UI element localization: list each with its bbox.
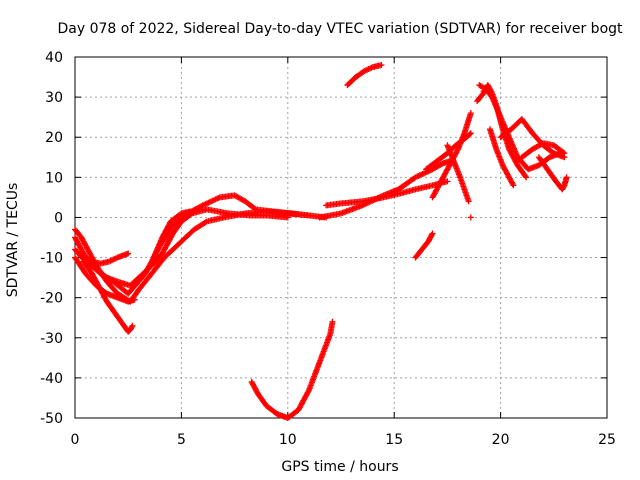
data-point [305, 388, 312, 395]
data-point [523, 174, 530, 181]
data-point [467, 110, 474, 117]
y-tick-labels: 40 30 20 10 0 -10 -20 -30 -40 -50 [40, 50, 63, 427]
y-tick-label: 0 [54, 210, 63, 226]
data-point [329, 318, 336, 325]
data-point [129, 322, 136, 329]
x-tick-label: 15 [385, 432, 403, 448]
y-tick-label: 10 [45, 170, 63, 186]
data-point [454, 147, 461, 154]
x-tick-label: 10 [279, 432, 297, 448]
data-point [186, 208, 193, 215]
x-tick-label: 5 [177, 432, 186, 448]
y-tick-label: -30 [40, 331, 63, 347]
y-tick-label: -40 [40, 371, 63, 387]
x-tick-label: 0 [71, 432, 80, 448]
data-point [522, 173, 529, 180]
x-tick-labels: 0 5 10 15 20 25 [71, 432, 616, 448]
y-tick-label: -10 [40, 251, 63, 267]
data-point [563, 174, 570, 181]
y-axis-label: SDTVAR / TECUs [5, 183, 21, 298]
data-point [251, 205, 258, 212]
y-tick-label: -50 [40, 411, 63, 427]
data-point [428, 231, 435, 238]
data-point [444, 178, 451, 185]
data-point [509, 181, 516, 188]
data-point [561, 150, 568, 157]
axis-ticks [74, 56, 608, 419]
data-point [510, 182, 517, 189]
plot-frame [74, 56, 608, 419]
data-point [467, 130, 474, 137]
gridlines [75, 57, 607, 418]
data-point [560, 149, 567, 156]
y-tick-label: -20 [40, 291, 63, 307]
data-point [465, 198, 472, 205]
data-point [560, 183, 567, 190]
data-point [466, 131, 473, 138]
data-point [131, 296, 138, 303]
x-tick-label: 25 [598, 432, 616, 448]
x-axis-label: GPS time / hours [281, 459, 398, 475]
data-point [467, 214, 474, 221]
x-tick-label: 20 [492, 432, 510, 448]
data-point [429, 230, 436, 237]
data-point [306, 212, 313, 219]
y-tick-label: 30 [45, 90, 63, 106]
data-point [125, 250, 132, 257]
data-point [128, 324, 135, 331]
y-tick-label: 20 [45, 130, 63, 146]
data-point [378, 62, 385, 69]
data-points [72, 62, 570, 421]
data-point [284, 214, 291, 221]
chart-title: Day 078 of 2022, Sidereal Day-to-day VTE… [57, 21, 623, 37]
y-tick-label: 40 [45, 50, 63, 66]
data-point [202, 219, 209, 226]
data-point [480, 88, 487, 95]
